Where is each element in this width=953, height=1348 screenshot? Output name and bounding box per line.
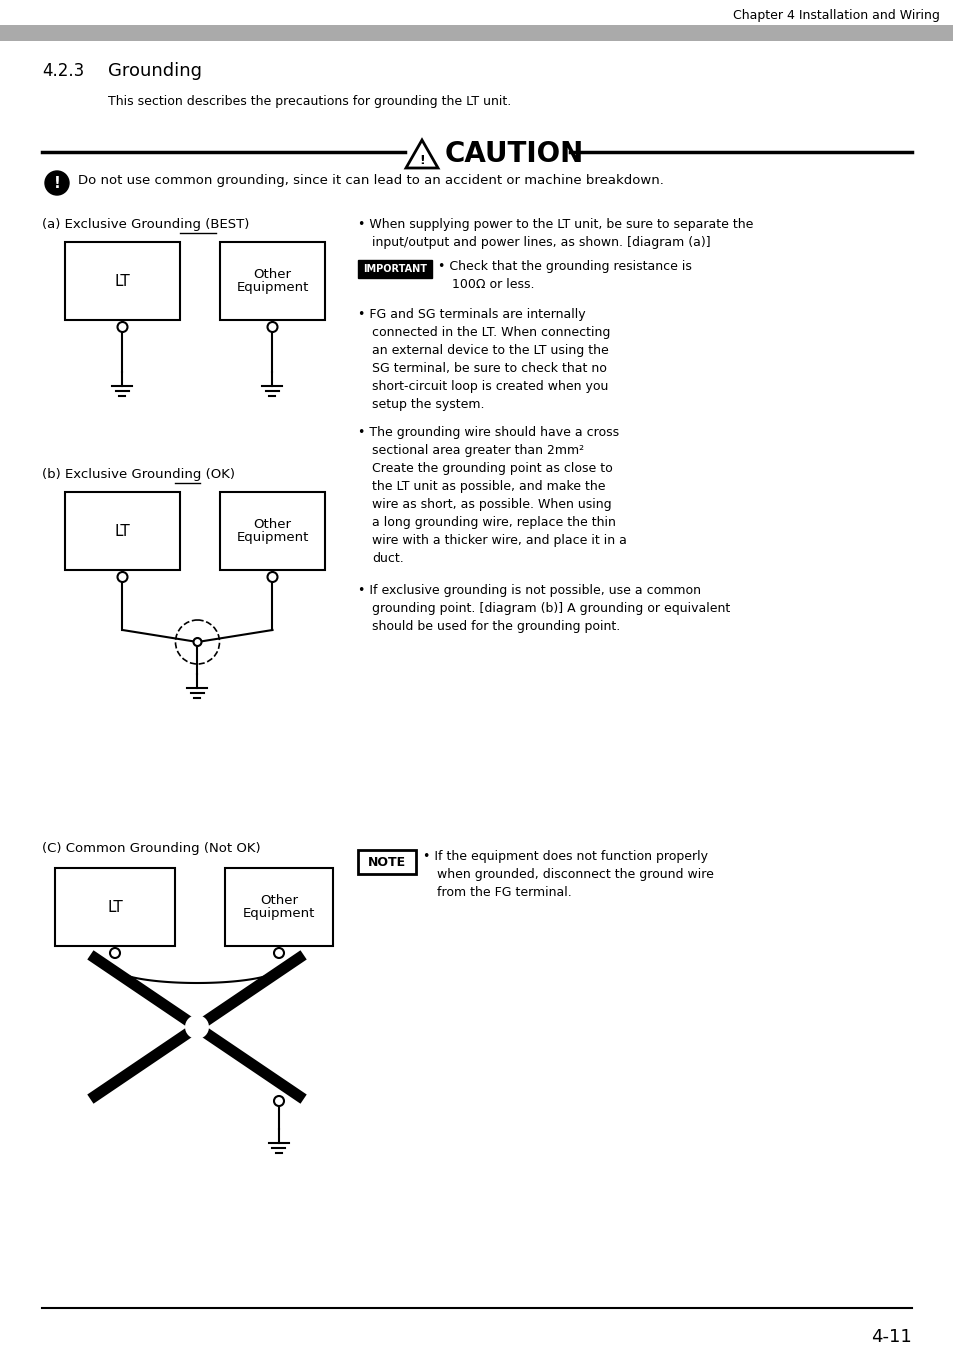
Bar [220,243,325,319]
Text: 4.2.3: 4.2.3 [42,62,84,80]
Text: wire as short, as possible. When using: wire as short, as possible. When using [372,497,611,511]
Text: input/output and power lines, as shown. [diagram (a)]: input/output and power lines, as shown. … [372,236,710,249]
Text: • When supplying power to the LT unit, be sure to separate the: • When supplying power to the LT unit, b… [357,218,753,231]
Bar [220,492,325,570]
Text: wire with a thicker wire, and place it in a: wire with a thicker wire, and place it i… [372,534,626,547]
Text: LT: LT [114,274,131,288]
Text: CAUTION: CAUTION [444,140,583,168]
Circle shape [274,1096,284,1105]
Text: • If exclusive grounding is not possible, use a common: • If exclusive grounding is not possible… [357,584,700,597]
Text: (b) Exclusive Grounding (OK): (b) Exclusive Grounding (OK) [42,468,234,481]
Text: sectional area greater than 2mm²: sectional area greater than 2mm² [372,443,583,457]
Text: Other: Other [260,894,297,906]
Circle shape [267,322,277,332]
Text: (a) Exclusive Grounding (BEST): (a) Exclusive Grounding (BEST) [42,218,249,231]
Text: duct.: duct. [372,551,403,565]
Circle shape [185,1015,209,1039]
Circle shape [267,572,277,582]
Circle shape [193,638,201,646]
Text: when grounded, disconnect the ground wire: when grounded, disconnect the ground wir… [436,868,713,882]
Text: Equipment: Equipment [236,282,309,294]
Text: a long grounding wire, replace the thin: a long grounding wire, replace the thin [372,516,616,528]
Text: • The grounding wire should have a cross: • The grounding wire should have a cross [357,426,618,439]
Text: Grounding: Grounding [108,62,202,80]
Text: This section describes the precautions for grounding the LT unit.: This section describes the precautions f… [108,94,511,108]
Text: connected in the LT. When connecting: connected in the LT. When connecting [372,326,610,338]
Text: Do not use common grounding, since it can lead to an accident or machine breakdo: Do not use common grounding, since it ca… [78,174,663,187]
Text: Chapter 4 Installation and Wiring: Chapter 4 Installation and Wiring [732,9,939,22]
Bar [225,868,333,946]
Circle shape [117,572,128,582]
Text: from the FG terminal.: from the FG terminal. [436,886,571,899]
Text: Create the grounding point as close to: Create the grounding point as close to [372,462,612,474]
Circle shape [117,322,128,332]
Text: !: ! [53,175,60,190]
Circle shape [110,948,120,958]
Text: short-circuit loop is created when you: short-circuit loop is created when you [372,380,608,394]
Text: Other: Other [253,518,292,531]
Text: setup the system.: setup the system. [372,398,484,411]
Text: LT: LT [114,523,131,538]
Text: SG terminal, be sure to check that no: SG terminal, be sure to check that no [372,363,606,375]
Circle shape [45,171,69,195]
Text: the LT unit as possible, and make the: the LT unit as possible, and make the [372,480,605,493]
Text: IMPORTANT: IMPORTANT [363,264,427,274]
Text: LT: LT [107,899,123,914]
Text: (C) Common Grounding (Not OK): (C) Common Grounding (Not OK) [42,842,260,855]
Text: Equipment: Equipment [243,907,314,921]
Bar [357,851,416,874]
Text: an external device to the LT using the: an external device to the LT using the [372,344,608,357]
Text: Other: Other [253,267,292,280]
Text: 4-11: 4-11 [870,1328,911,1347]
Text: Equipment: Equipment [236,531,309,545]
Text: !: ! [418,154,424,167]
Text: • FG and SG terminals are internally: • FG and SG terminals are internally [357,307,585,321]
Text: NOTE: NOTE [368,856,406,868]
Text: grounding point. [diagram (b)] A grounding or equivalent: grounding point. [diagram (b)] A groundi… [372,603,729,615]
Bar [357,260,432,278]
Bar [0,26,953,40]
Bar [65,492,180,570]
Bar [65,243,180,319]
Text: • If the equipment does not function properly: • If the equipment does not function pro… [422,851,707,863]
Text: • Check that the grounding resistance is: • Check that the grounding resistance is [437,260,691,274]
Circle shape [274,948,284,958]
Bar [55,868,174,946]
Text: should be used for the grounding point.: should be used for the grounding point. [372,620,619,634]
Text: 100Ω or less.: 100Ω or less. [452,278,534,291]
